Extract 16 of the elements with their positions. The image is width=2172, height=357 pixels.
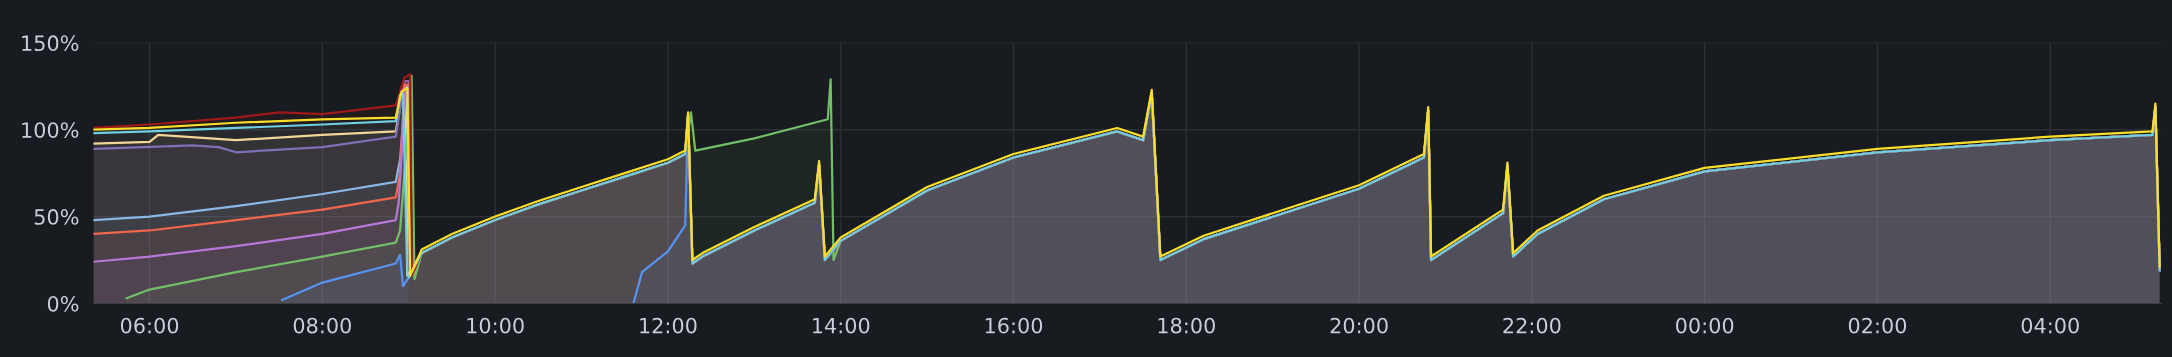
x-tick-label: 10:00 [467, 317, 524, 334]
x-tick-label: 20:00 [1330, 317, 1388, 334]
x-tick-label: 04:00 [2021, 317, 2079, 334]
x-tick-label: 18:00 [1158, 317, 1215, 334]
x-tick-label: 16:00 [985, 317, 1043, 334]
x-tick-label: 22:00 [1503, 317, 1561, 334]
y-tick-label: 0% [47, 295, 79, 312]
x-tick-label: 00:00 [1676, 317, 1734, 334]
x-tick-label: 14:00 [812, 317, 870, 334]
y-tick-label: 50% [34, 209, 79, 225]
x-tick-label: 02:00 [1848, 317, 1907, 334]
x-tick-label: 12:00 [640, 317, 697, 334]
x-tick-label: 06:00 [120, 317, 179, 334]
y-tick-label: 100% [22, 122, 79, 138]
x-tick-label: 08:00 [293, 317, 351, 334]
y-tick-label: 150% [22, 35, 79, 52]
